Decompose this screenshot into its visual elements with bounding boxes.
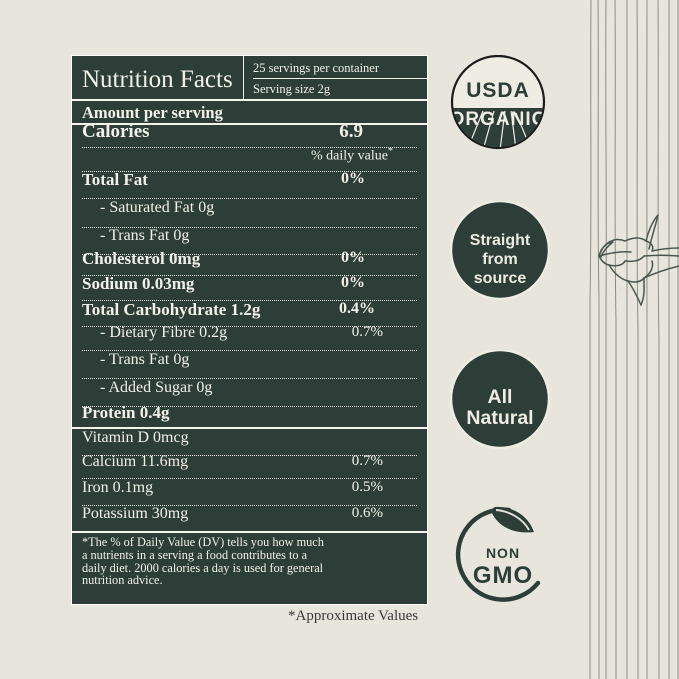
svg-text:source: source — [474, 270, 527, 287]
svg-text:Straight: Straight — [470, 232, 531, 249]
svg-text:All: All — [488, 386, 513, 408]
svg-text:GMO: GMO — [473, 562, 533, 589]
svg-text:USDA: USDA — [466, 79, 530, 102]
svg-text:from: from — [482, 251, 518, 268]
svg-text:Natural: Natural — [466, 407, 533, 429]
svg-text:NON: NON — [486, 545, 520, 561]
svg-text:ORGANIC: ORGANIC — [450, 109, 547, 130]
